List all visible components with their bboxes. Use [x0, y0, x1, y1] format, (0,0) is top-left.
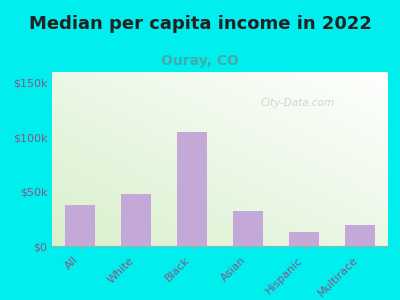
Text: Ouray, CO: Ouray, CO [161, 54, 239, 68]
Bar [344, 225, 375, 246]
Bar [233, 211, 264, 246]
Bar [177, 132, 208, 246]
Text: City-Data.com: City-Data.com [260, 98, 334, 108]
Text: Median per capita income in 2022: Median per capita income in 2022 [28, 15, 372, 33]
Bar [64, 205, 96, 246]
Bar [121, 194, 151, 246]
Bar [289, 232, 320, 246]
